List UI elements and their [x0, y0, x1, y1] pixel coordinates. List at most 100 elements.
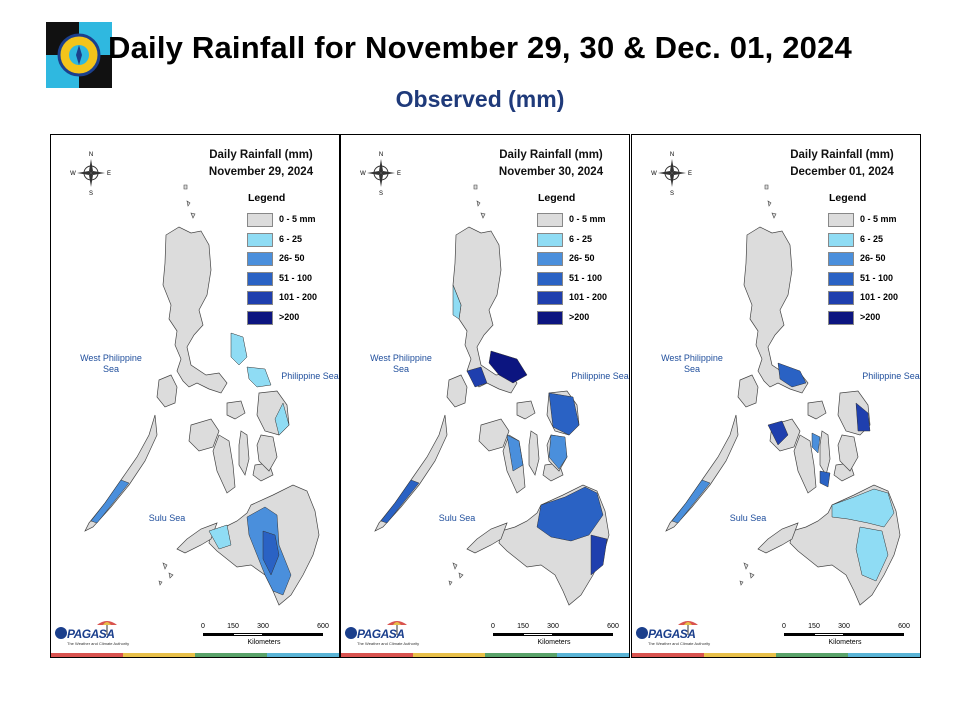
philippine-sea-label: Philippine Sea [281, 371, 339, 381]
rainfall-area [90, 479, 130, 524]
rainfall-area [262, 530, 280, 576]
legend-label: >200 [279, 311, 300, 322]
color-stripe [341, 653, 629, 657]
panel-heading: Daily Rainfall (mm) [790, 149, 894, 161]
svg-text:S: S [670, 191, 674, 197]
legend-label: 26- 50 [569, 253, 595, 263]
panel-date: November 30, 2024 [498, 166, 604, 178]
philippines-map: N S E W [70, 152, 320, 606]
panay-island [188, 418, 220, 452]
pagasa-umbrella-icon [636, 621, 698, 639]
pagasa-brand: PAGASA The Weather and Climate Authority [343, 619, 420, 649]
masbate-island [807, 400, 827, 420]
rainfall-area [380, 479, 420, 524]
west-philippine-sea-label: West Philippine Sea [80, 353, 142, 374]
legend-label: 0 - 5 mm [860, 214, 897, 224]
legend-swatch [247, 271, 273, 286]
legend-swatch [828, 271, 854, 286]
scale-bar: 0 150 300 600 Kilometers [491, 623, 619, 646]
pagasa-logo-icon [46, 22, 112, 88]
legend-swatch [537, 232, 563, 247]
west-philippine-sea-label: West Philippine Sea [661, 353, 723, 374]
color-stripe [51, 653, 339, 657]
rainfall-area [274, 402, 290, 436]
cebu-island [528, 430, 540, 476]
legend-swatch [247, 213, 273, 227]
rainfall-area [208, 524, 232, 550]
legend-title: Legend [829, 192, 867, 204]
legend-title: Legend [248, 192, 286, 204]
panay-island [478, 418, 510, 452]
svg-text:W: W [651, 171, 657, 177]
panel-date: November 29, 2024 [208, 166, 314, 178]
rainfall-map-panel-1: N S E W [50, 134, 340, 658]
pagasa-brand: PAGASA The Weather and Climate Authority [634, 619, 711, 649]
svg-text:S: S [89, 191, 93, 197]
rainfall-area [855, 526, 889, 582]
negros-island [793, 434, 817, 494]
legend-label: 51 - 100 [860, 272, 894, 283]
page-title: Daily Rainfall for November 29, 30 & Dec… [107, 30, 852, 65]
legend-label: 6 - 25 [279, 233, 303, 244]
rainfall-area [488, 350, 528, 384]
scale-bar: 0 150 300 600 Kilometers [782, 623, 910, 646]
rainfall-area [548, 434, 568, 470]
panel-title: Daily Rainfall (mm) December 01, 2024 [772, 147, 912, 181]
masbate-island [516, 400, 536, 420]
scale-bar: 0 150 300 600 Kilometers [201, 623, 329, 646]
rainfall-area [671, 479, 711, 524]
rainfall-area [590, 534, 608, 576]
pagasa-tagline: The Weather and Climate Authority [357, 641, 420, 646]
sulu-sea-label: Sulu Sea [148, 513, 186, 523]
mindoro-island [446, 374, 468, 408]
sulu-sea-label: Sulu Sea [729, 513, 767, 523]
rainfall-area [452, 284, 462, 320]
rainfall-area [466, 366, 488, 388]
philippines-map: N S E W [360, 152, 610, 606]
pagasa-tagline: The Weather and Climate Authority [648, 641, 711, 646]
legend-label: 101 - 200 [279, 292, 318, 302]
rainfall-area [777, 362, 807, 388]
legend-label: 51 - 100 [279, 272, 313, 283]
legend-swatch [537, 291, 563, 305]
legend-swatch [537, 213, 563, 227]
rainfall-area [506, 434, 524, 472]
rainfall-area [855, 402, 871, 432]
legend-label: 101 - 200 [860, 292, 899, 302]
philippine-sea-label: Philippine Sea [571, 371, 629, 381]
legend-swatch [828, 291, 854, 305]
svg-text:N: N [670, 152, 674, 158]
rainfall-area [536, 486, 604, 542]
sulu-sea-label: Sulu Sea [438, 513, 476, 523]
mindoro-island [737, 374, 759, 408]
panel-title: Daily Rainfall (mm) November 30, 2024 [481, 147, 621, 181]
legend-label: 0 - 5 mm [279, 214, 316, 224]
panel-date: December 01, 2024 [790, 166, 894, 178]
pagasa-umbrella-icon [55, 621, 117, 639]
legend-label: 6 - 25 [569, 233, 593, 244]
svg-text:E: E [397, 171, 401, 177]
legend-swatch [247, 252, 273, 266]
philippines-map: N S E W [651, 152, 901, 606]
pagasa-tagline: The Weather and Climate Authority [67, 641, 130, 646]
legend-title: Legend [538, 192, 576, 204]
rainfall-area [811, 432, 821, 454]
svg-text:N: N [379, 152, 383, 158]
pagasa-brand: PAGASA The Weather and Climate Authority [53, 619, 130, 649]
rainfall-map-panel-2: N S E W [340, 134, 630, 658]
legend-label: 26- 50 [279, 253, 305, 263]
legend-label: 51 - 100 [569, 272, 603, 283]
pagasa-wordmark: PAGASA [648, 627, 696, 641]
rainfall-area [230, 332, 248, 366]
rainfall-area [831, 488, 895, 528]
legend-label: 101 - 200 [569, 292, 608, 302]
luzon-island [743, 226, 809, 394]
svg-text:S: S [379, 191, 383, 197]
compass-icon: N S E W [360, 152, 401, 197]
rainfall-area [767, 420, 789, 446]
rainfall-area [819, 470, 831, 488]
luzon-island [162, 226, 228, 394]
svg-text:E: E [107, 171, 111, 177]
cebu-island [238, 430, 250, 476]
leyte-island [837, 434, 859, 472]
